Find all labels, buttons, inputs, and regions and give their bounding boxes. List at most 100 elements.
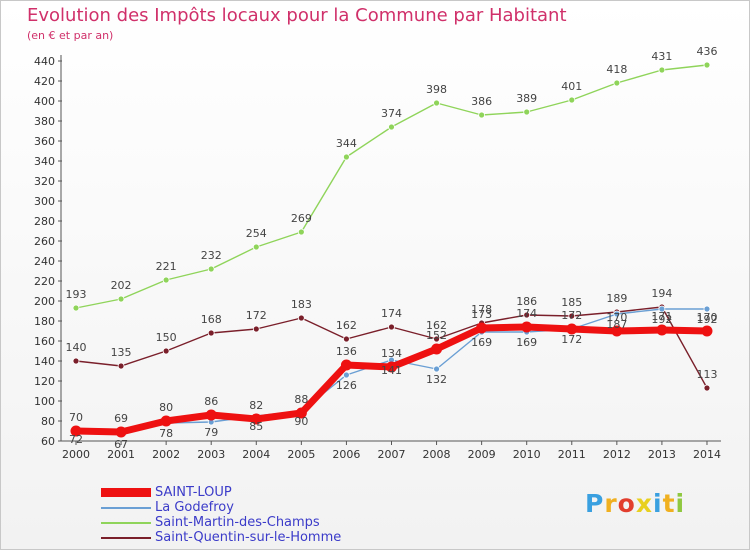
data-label: 173 <box>471 308 492 321</box>
data-label: 344 <box>336 137 357 150</box>
data-label: 202 <box>111 279 132 292</box>
y-tick-label: 280 <box>34 215 55 228</box>
data-label: 135 <box>111 346 132 359</box>
data-point <box>388 323 395 331</box>
logo-letter: P <box>585 489 605 518</box>
x-tick-label: 2010 <box>513 448 541 461</box>
x-tick-label: 2014 <box>693 448 721 461</box>
data-point <box>207 265 215 273</box>
y-tick-label: 200 <box>34 295 55 308</box>
data-label: 113 <box>696 368 717 381</box>
data-label: 162 <box>336 319 357 332</box>
data-point <box>523 311 531 319</box>
data-point <box>162 276 170 284</box>
y-tick-label: 120 <box>34 375 55 388</box>
data-label: 194 <box>651 287 672 300</box>
data-point <box>297 228 305 236</box>
x-tick-label: 2006 <box>332 448 360 461</box>
y-tick-label: 360 <box>34 135 55 148</box>
data-point <box>117 362 125 370</box>
data-label: 126 <box>336 379 357 392</box>
x-tick-label: 2003 <box>197 448 225 461</box>
legend-label: Saint-Martin-des-Champs <box>155 515 320 530</box>
data-label: 150 <box>156 331 177 344</box>
data-label: 170 <box>696 311 717 324</box>
data-label: 186 <box>516 295 537 308</box>
data-label: 85 <box>249 420 263 433</box>
data-point <box>658 305 666 313</box>
y-tick-label: 240 <box>34 255 55 268</box>
data-point <box>703 61 711 69</box>
data-point <box>566 323 578 335</box>
data-point <box>658 66 666 74</box>
data-label: 168 <box>201 313 222 326</box>
y-tick-label: 380 <box>34 115 55 128</box>
x-tick-label: 2009 <box>468 448 496 461</box>
data-point <box>431 343 443 355</box>
data-label: 398 <box>426 83 447 96</box>
x-tick-label: 2004 <box>242 448 270 461</box>
data-point <box>115 426 127 438</box>
data-label: 193 <box>66 288 87 301</box>
y-tick-label: 400 <box>34 95 55 108</box>
data-label: 172 <box>246 309 267 322</box>
data-label: 72 <box>69 433 83 446</box>
x-tick-label: 2002 <box>152 448 180 461</box>
data-label: 172 <box>561 309 582 322</box>
data-label: 88 <box>294 393 308 406</box>
y-tick-label: 160 <box>34 335 55 348</box>
proxiti-logo: Proxiti <box>585 489 685 518</box>
data-point <box>476 322 488 334</box>
y-tick-label: 320 <box>34 175 55 188</box>
y-tick-label: 180 <box>34 315 55 328</box>
data-label: 418 <box>606 63 627 76</box>
logo-letter: i <box>653 489 663 518</box>
data-label: 269 <box>291 212 312 225</box>
x-tick-label: 2011 <box>558 448 586 461</box>
y-tick-label: 60 <box>41 435 55 448</box>
legend-swatch <box>101 521 151 524</box>
data-label: 169 <box>471 336 492 349</box>
data-label: 386 <box>471 95 492 108</box>
logo-letter: i <box>675 489 686 518</box>
data-label: 232 <box>201 249 222 262</box>
data-label: 162 <box>426 319 447 332</box>
data-point <box>433 365 440 373</box>
data-point <box>70 425 82 437</box>
legend-swatch <box>101 488 151 497</box>
logo-letter: t <box>662 489 676 518</box>
data-point <box>205 409 217 421</box>
x-tick-label: 2005 <box>287 448 315 461</box>
data-label: 79 <box>204 426 218 439</box>
x-tick-label: 2000 <box>62 448 90 461</box>
data-label: 174 <box>381 307 402 320</box>
x-tick-label: 2007 <box>377 448 405 461</box>
data-point <box>252 243 260 251</box>
data-point <box>297 314 305 322</box>
data-label: 70 <box>69 411 83 424</box>
data-label: 401 <box>561 80 582 93</box>
data-label: 431 <box>651 50 672 63</box>
logo-letter: o <box>617 489 636 518</box>
data-label: 152 <box>426 329 447 342</box>
data-point <box>72 357 80 365</box>
data-label: 82 <box>249 399 263 412</box>
y-tick-label: 140 <box>34 355 55 368</box>
data-point <box>343 153 350 161</box>
legend: SAINT-LOUP La Godefroy Saint-Martin-des-Ch… <box>101 485 341 545</box>
data-label: 136 <box>336 345 357 358</box>
x-tick-label: 2001 <box>107 448 135 461</box>
chart-title: Evolution des Impôts locaux pour la Comm… <box>27 5 567 26</box>
legend-item: Saint-Martin-des-Champs <box>101 515 341 530</box>
y-tick-label: 80 <box>41 415 55 428</box>
data-point <box>568 96 576 104</box>
data-label: 86 <box>204 395 218 408</box>
data-label: 78 <box>159 427 173 440</box>
legend-label: La Godefroy <box>155 500 234 515</box>
data-point <box>568 312 576 320</box>
plot-area: 60 80 100 120 140 160 180 200 220 240 260 280 300 320… <box>34 45 721 461</box>
data-point <box>478 111 486 119</box>
legend-label: SAINT-LOUP <box>155 485 232 500</box>
data-point <box>207 329 215 337</box>
